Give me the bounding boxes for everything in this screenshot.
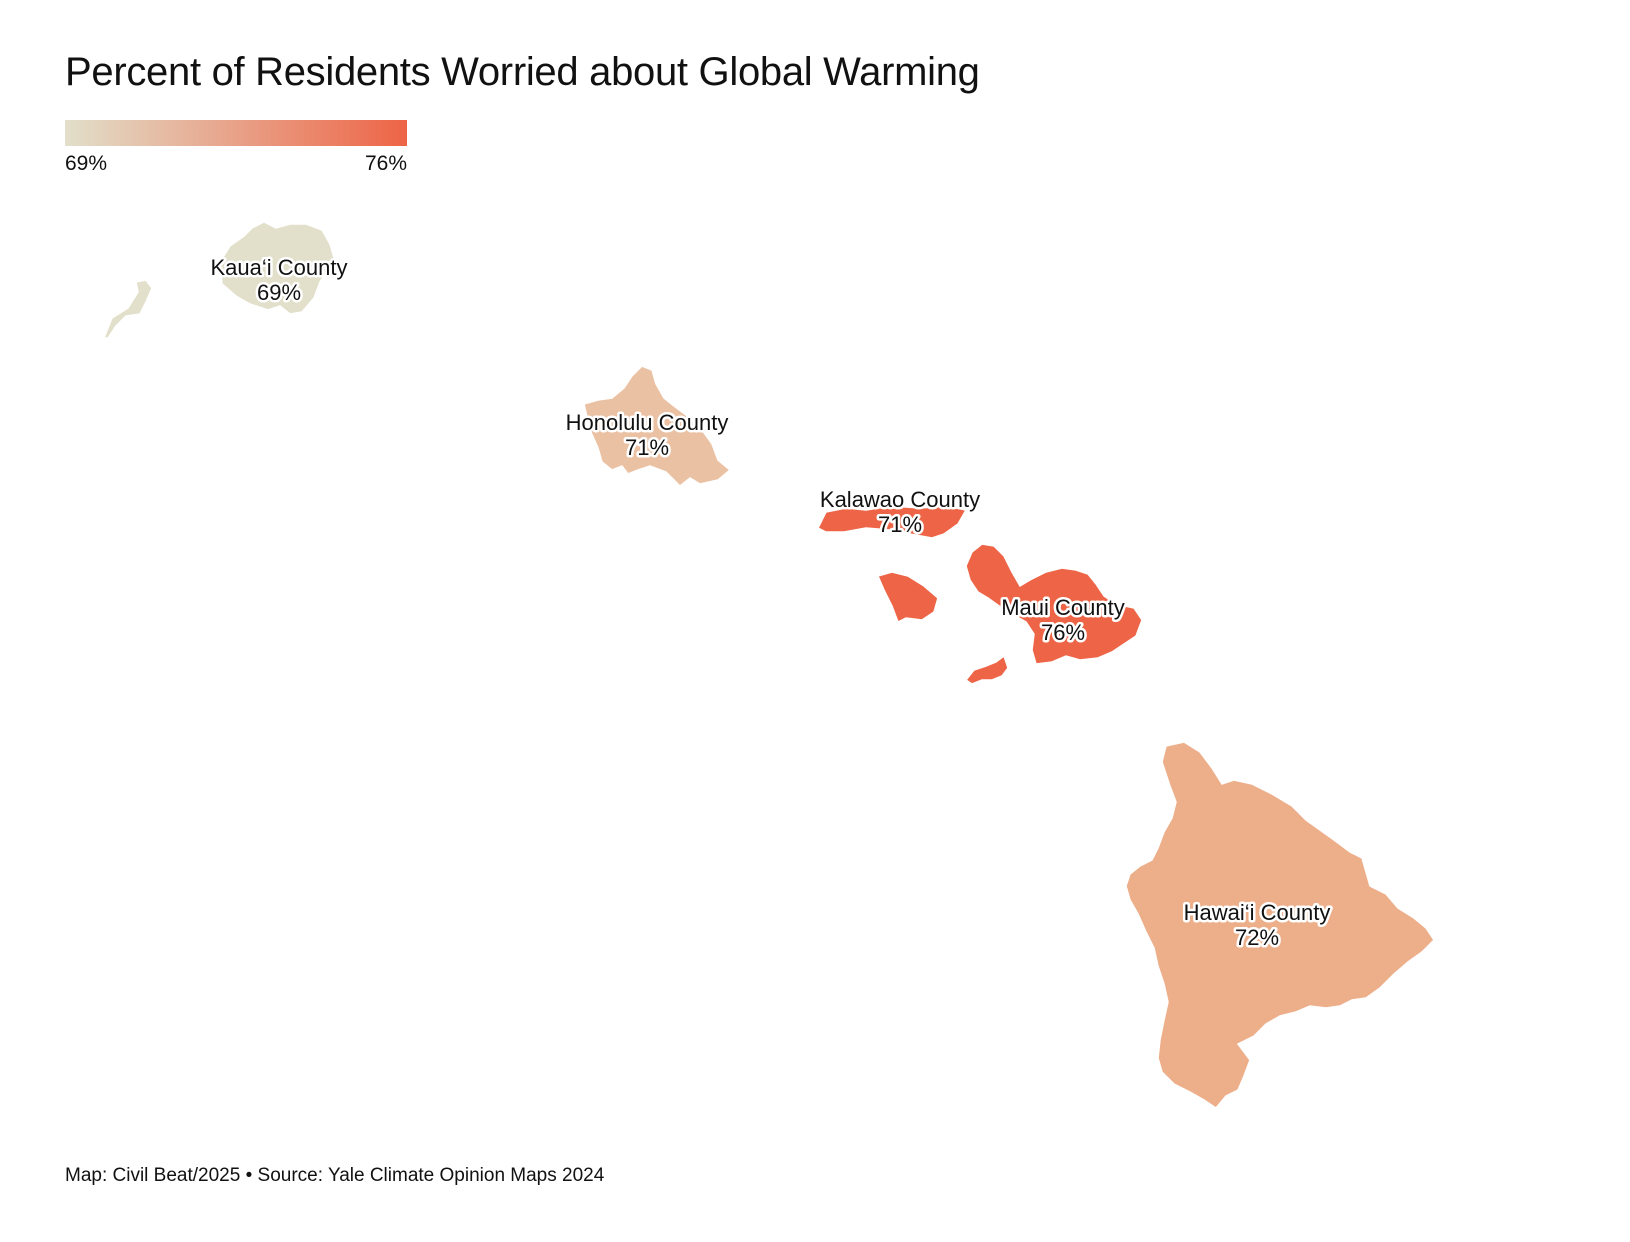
- county-name-kauai: Kaua‘i County: [211, 255, 348, 280]
- map-title: Percent of Residents Worried about Globa…: [65, 50, 980, 94]
- county-name-honolulu: Honolulu County: [566, 410, 729, 435]
- county-honolulu[interactable]: [583, 365, 732, 488]
- big-island: [1125, 741, 1435, 1109]
- county-value-honolulu: 71%: [625, 435, 669, 460]
- county-maui[interactable]: [876, 543, 1143, 685]
- county-value-maui: 76%: [1041, 620, 1085, 645]
- county-value-kauai: 69%: [257, 280, 301, 305]
- color-legend: 69% 76%: [65, 120, 407, 182]
- county-value-hawaii: 72%: [1235, 925, 1279, 950]
- lanai-island: [876, 571, 939, 624]
- molokai-island: [816, 505, 968, 539]
- county-hawaii[interactable]: [1125, 741, 1435, 1109]
- kauai-island: [219, 221, 335, 315]
- oahu-island: [583, 365, 732, 488]
- legend-gradient-bar: [65, 120, 407, 146]
- county-name-maui: Maui County: [1001, 595, 1125, 620]
- county-kauai[interactable]: [102, 221, 335, 339]
- county-name-kalawao: Kalawao County: [820, 487, 980, 512]
- maui-island: [965, 543, 1143, 665]
- niihau-island: [102, 279, 153, 339]
- county-value-kalawao: 71%: [878, 512, 922, 537]
- legend-max-label: 76%: [364, 152, 407, 175]
- source-credit: Map: Civil Beat/2025 • Source: Yale Clim…: [65, 1165, 605, 1186]
- county-name-hawaii: Hawai‘i County: [1184, 900, 1331, 925]
- kahoolawe-island: [964, 654, 1009, 685]
- legend-min-label: 69%: [65, 152, 108, 175]
- legend-labels: 69% 76%: [65, 152, 407, 182]
- county-kalawao[interactable]: [816, 505, 968, 539]
